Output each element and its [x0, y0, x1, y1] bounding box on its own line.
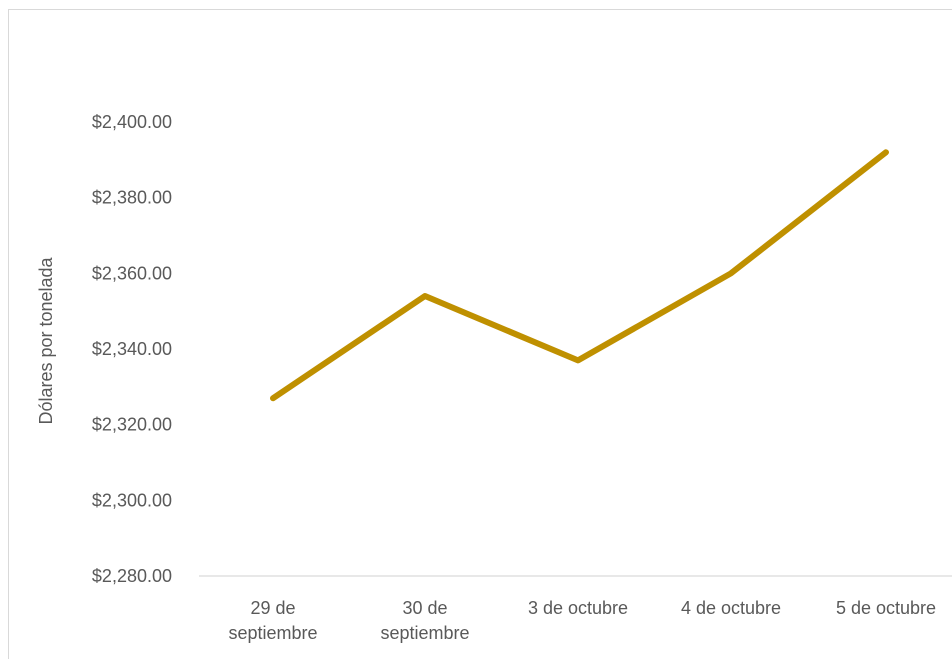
x-tick-label-line: 3 de octubre	[528, 598, 628, 618]
x-tick-label-line: septiembre	[228, 623, 317, 643]
y-axis-tick-labels: $2,280.00 $2,300.00 $2,320.00 $2,340.00 $2,3…	[92, 112, 172, 586]
x-tick-label-line: 5 de octubre	[836, 598, 936, 618]
y-tick-label: $2,400.00	[92, 112, 172, 132]
series-line	[273, 152, 886, 398]
x-tick-label-line: 30 de	[402, 598, 447, 618]
y-axis-title: Dólares por tonelada	[36, 256, 56, 424]
x-tick-label-line: 4 de octubre	[681, 598, 781, 618]
y-tick-label: $2,360.00	[92, 263, 172, 283]
y-tick-label: $2,300.00	[92, 490, 172, 510]
y-tick-label: $2,340.00	[92, 339, 172, 359]
x-tick-label-line: 29 de	[250, 598, 295, 618]
series-layer	[273, 152, 886, 398]
x-axis-tick-labels: 29 de septiembre 30 de septiembre 3 de octub…	[228, 598, 936, 643]
x-tick-label: 30 de septiembre	[380, 598, 469, 643]
y-tick-label: $2,380.00	[92, 188, 172, 208]
y-tick-label: $2,320.00	[92, 415, 172, 435]
x-tick-label: 5 de octubre	[836, 598, 936, 618]
x-tick-label-line: septiembre	[380, 623, 469, 643]
x-tick-label: 29 de septiembre	[228, 598, 317, 643]
x-tick-label: 3 de octubre	[528, 598, 628, 618]
y-tick-label: $2,280.00	[92, 566, 172, 586]
x-tick-label: 4 de octubre	[681, 598, 781, 618]
